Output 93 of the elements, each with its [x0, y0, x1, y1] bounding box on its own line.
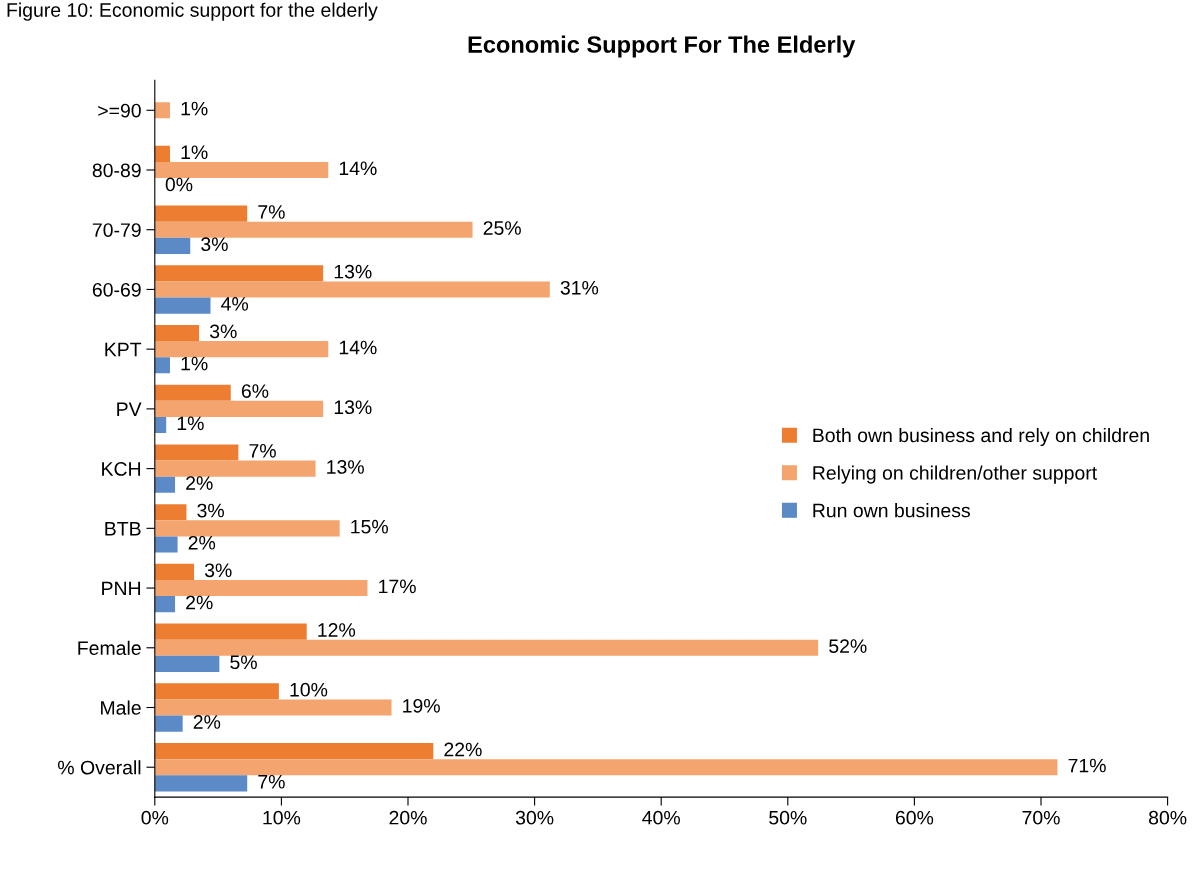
data-label: 71%	[1068, 758, 1106, 773]
bar	[154, 297, 211, 314]
bar	[154, 384, 231, 401]
bar	[154, 579, 368, 597]
data-label: 7%	[258, 205, 285, 219]
data-label: 1%	[181, 145, 208, 160]
y-tick-label: PV	[117, 402, 142, 416]
data-label: 15%	[351, 519, 388, 534]
chart-title: Economic Support For The Elderly	[468, 35, 856, 58]
data-label: 13%	[327, 460, 364, 474]
data-label: 7%	[249, 444, 276, 458]
data-label: 17%	[379, 579, 416, 594]
bar	[154, 683, 279, 700]
x-tick-label: 50%	[769, 810, 807, 825]
bar	[154, 281, 550, 298]
bar	[154, 759, 1058, 776]
y-tick-label: % Overall	[58, 760, 141, 775]
data-label: 2%	[186, 595, 213, 610]
bar	[154, 639, 819, 656]
bar	[154, 655, 220, 672]
data-label: 1%	[181, 356, 208, 371]
data-label: 4%	[221, 297, 249, 311]
data-label: 3%	[201, 237, 228, 252]
data-label: 19%	[403, 698, 440, 713]
bar	[154, 563, 195, 580]
data-label: 2%	[188, 535, 216, 550]
bar	[154, 460, 316, 477]
legend-label: Relying on children/other support	[813, 465, 1098, 484]
y-tick-label: KPT	[105, 342, 142, 357]
data-label: 10%	[290, 682, 328, 697]
bar	[154, 416, 167, 434]
data-label: 13%	[334, 400, 372, 415]
y-tick-label: 60-69	[92, 282, 141, 297]
data-label: 7%	[258, 774, 285, 789]
bar	[154, 102, 170, 119]
x-tick-label: 60%	[895, 810, 934, 825]
bar	[154, 715, 183, 732]
bar	[154, 161, 329, 179]
y-tick-label: Female	[78, 640, 141, 656]
bar	[154, 596, 176, 613]
bar	[154, 400, 324, 417]
data-label: 52%	[829, 639, 867, 653]
bar	[154, 444, 239, 461]
y-tick-label: 70-79	[92, 223, 141, 237]
x-tick-label: 40%	[642, 810, 680, 825]
bar	[154, 699, 392, 716]
data-label: 3%	[197, 503, 224, 518]
y-tick-label: KCH	[102, 462, 141, 476]
x-tick-label: 70%	[1022, 810, 1060, 825]
y-tick-label: BTB	[105, 522, 141, 536]
legend-label: Both own business and rely on children	[813, 427, 1149, 447]
bar	[154, 145, 170, 162]
bar	[154, 237, 191, 254]
data-label: 2%	[186, 476, 213, 490]
bar	[154, 623, 307, 640]
y-tick-label: 80-89	[92, 163, 141, 178]
data-label: 13%	[334, 264, 372, 279]
data-label: 12%	[318, 623, 356, 637]
data-label: 2%	[193, 715, 221, 729]
bar	[154, 221, 473, 238]
data-label: 3%	[209, 324, 237, 339]
data-label: 31%	[560, 280, 599, 295]
y-tick-label: Male	[101, 700, 141, 715]
bar	[154, 205, 248, 222]
x-tick-label: 0%	[141, 810, 169, 825]
y-tick-label: PNH	[102, 581, 141, 596]
bar	[154, 504, 187, 521]
bar	[154, 341, 329, 358]
bar	[154, 743, 434, 760]
data-label: 0%	[165, 177, 193, 192]
data-label: 6%	[241, 384, 269, 398]
x-tick-label: 30%	[515, 810, 554, 825]
data-label: 1%	[177, 416, 204, 431]
x-tick-label: 10%	[263, 810, 301, 825]
bar	[154, 775, 248, 792]
data-label: 1%	[181, 101, 208, 116]
bar	[154, 520, 340, 537]
legend-label: Run own business	[813, 503, 970, 518]
bar	[154, 357, 170, 374]
bar	[154, 536, 178, 553]
bar	[154, 324, 200, 342]
data-label: 3%	[204, 563, 232, 578]
data-label: 14%	[339, 161, 377, 176]
bar	[154, 265, 324, 282]
bar	[154, 476, 176, 493]
data-label: 14%	[339, 340, 377, 355]
y-tick-label: >=90	[98, 103, 141, 118]
x-tick-label: 20%	[389, 810, 427, 825]
data-label: 25%	[483, 221, 521, 235]
data-label: 22%	[444, 742, 482, 757]
x-tick-label: 80%	[1148, 810, 1187, 825]
caption: Figure 10: Economic support for the elderly	[7, 2, 378, 21]
data-label: 5%	[230, 655, 257, 670]
